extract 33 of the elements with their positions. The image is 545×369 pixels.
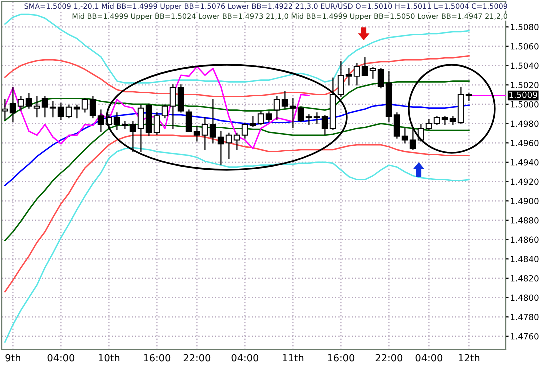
y-tick-label: 1.4960 [511, 140, 539, 146]
line-series [4, 104, 470, 186]
y-tick-label: 1.4760 [511, 333, 539, 340]
y-tick-label: 1.5000 [511, 101, 539, 108]
y-tick-label: 1.4880 [511, 217, 539, 224]
x-tick-label: 04:00 [416, 354, 443, 362]
y-tick-label: 1.4860 [511, 236, 539, 244]
line-series [4, 66, 310, 150]
y-tick-label: 1.5080 [511, 24, 539, 30]
x-tick-label: 11th [283, 354, 304, 362]
x-tick-label: 9th [6, 354, 20, 362]
y-tick-label: 1.5020 [511, 82, 539, 88]
y-tick-label: 1.4800 [511, 294, 539, 302]
line-series [4, 147, 470, 343]
y-tick-label: 1.4940 [511, 159, 539, 166]
x-tick-label: 04:00 [232, 354, 259, 362]
y-tick-label: 1.5060 [511, 43, 539, 50]
x-tick-label: 16:00 [144, 354, 171, 362]
y-tick-label: 1.4820 [511, 275, 539, 282]
y-tick-label: 1.4920 [511, 178, 539, 186]
x-tick-label: 22:00 [376, 354, 403, 362]
x-tick-label: 16:00 [328, 354, 355, 362]
x-tick-label: 12th [459, 354, 480, 362]
ref-line-label: 1.5009 [510, 92, 538, 98]
x-tick-label: 22:00 [184, 354, 211, 362]
y-tick-label: 1.4900 [511, 198, 539, 204]
y-tick-label: 1.4780 [511, 314, 539, 320]
y-tick-label: 1.4980 [511, 120, 539, 128]
y-tick-label: 1.5040 [511, 62, 539, 70]
x-tick-label: 04:00 [48, 354, 75, 362]
line-series [4, 80, 470, 122]
x-tick-label: 10th [99, 354, 120, 362]
y-tick-label: 1.4840 [511, 256, 539, 262]
